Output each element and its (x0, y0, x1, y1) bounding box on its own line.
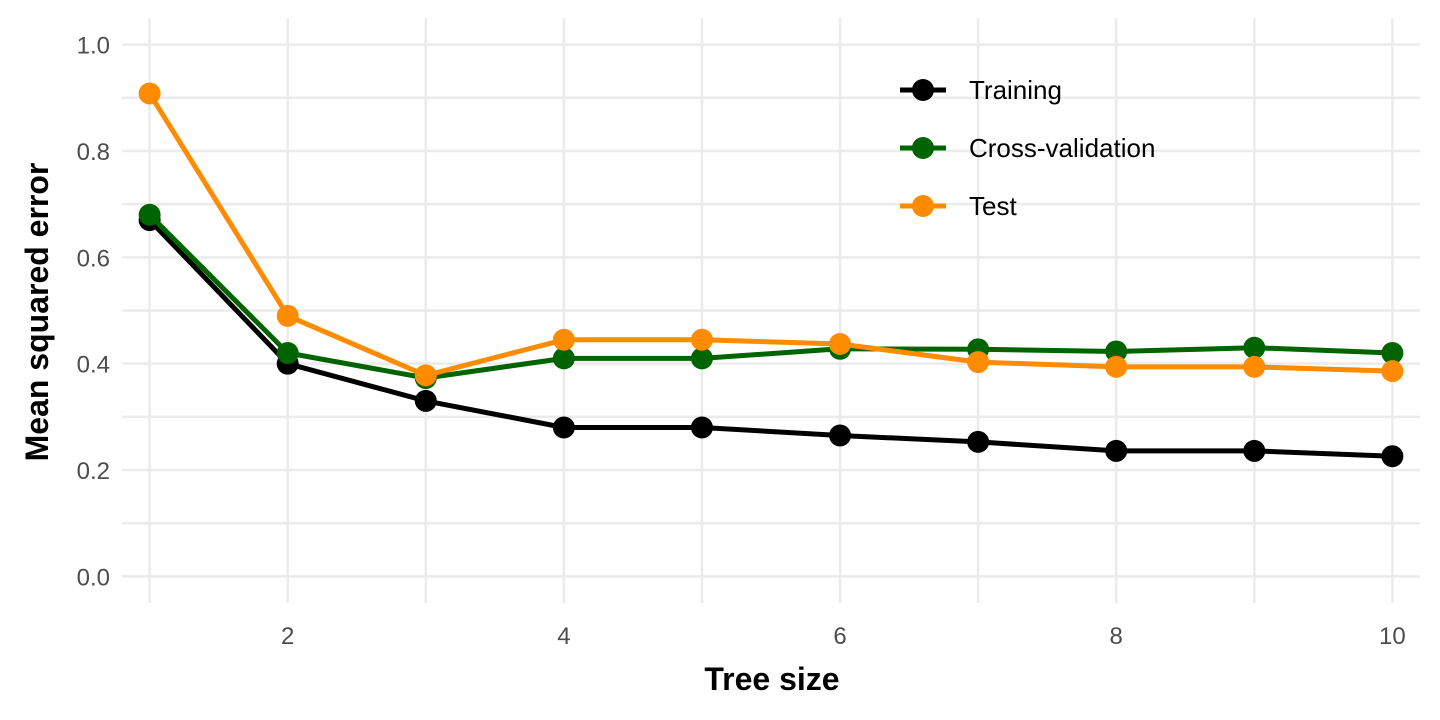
minor-gridlines (122, 18, 1420, 603)
y-axis-title: Mean squared error (19, 163, 55, 462)
legend-item-training: Training (900, 75, 1062, 105)
data-point-cross-validation (138, 203, 161, 226)
data-point-test (276, 304, 299, 327)
y-tick-label: 0.6 (77, 245, 110, 272)
series-training (138, 209, 1404, 468)
data-point-training (829, 424, 852, 447)
data-point-training (1243, 439, 1266, 462)
data-point-training (967, 430, 990, 453)
data-point-cross-validation (1105, 340, 1128, 363)
y-tick-label: 1.0 (77, 33, 110, 60)
y-tick-label: 0.4 (77, 352, 110, 379)
x-axis-tick-labels: 2 4 6 8 10 (281, 623, 1406, 650)
y-tick-label: 0.0 (77, 564, 110, 591)
data-point-test (967, 351, 990, 374)
data-point-cross-validation (690, 347, 713, 370)
legend-key-marker (912, 195, 934, 217)
x-tick-label: 6 (833, 623, 846, 650)
data-point-cross-validation (1243, 336, 1266, 359)
legend-label: Cross-validation (969, 133, 1155, 163)
x-tick-label: 10 (1379, 623, 1406, 650)
data-point-test (1105, 355, 1128, 378)
series-line-test (147, 91, 1395, 378)
x-tick-label: 2 (281, 623, 294, 650)
x-tick-label: 4 (557, 623, 570, 650)
data-point-test (1381, 360, 1404, 383)
y-tick-label: 0.2 (77, 458, 110, 485)
y-axis-tick-labels: 0.0 0.2 0.4 0.6 0.8 1.0 (77, 33, 110, 592)
y-tick-label: 0.8 (77, 139, 110, 166)
data-point-training (552, 416, 575, 439)
data-point-cross-validation (1381, 342, 1404, 365)
x-tick-label: 8 (1110, 623, 1123, 650)
legend: Training Cross-validation Test (900, 75, 1155, 221)
legend-key-marker (912, 79, 934, 101)
data-point-training (690, 416, 713, 439)
series-test (138, 82, 1404, 387)
data-point-cross-validation (276, 342, 299, 365)
legend-label: Training (969, 75, 1062, 105)
data-point-test (1243, 355, 1266, 378)
data-point-training (414, 389, 437, 412)
data-point-training (1105, 439, 1128, 462)
x-axis-title: Tree size (704, 661, 839, 697)
data-point-test (414, 364, 437, 387)
data-point-cross-validation (552, 347, 575, 370)
major-gridlines (122, 18, 1420, 603)
series-line-training (147, 217, 1395, 459)
data-point-test (552, 328, 575, 351)
series-line-cross-validation (147, 212, 1395, 381)
series-cross-validation (138, 203, 1404, 390)
series-layer (138, 82, 1404, 468)
legend-key-marker (912, 137, 934, 159)
legend-label: Test (969, 191, 1017, 221)
legend-item-cross-validation: Cross-validation (900, 133, 1155, 163)
data-point-test (829, 333, 852, 356)
data-point-training (1381, 445, 1404, 468)
data-point-test (690, 328, 713, 351)
data-point-test (138, 82, 161, 105)
legend-item-test: Test (900, 191, 1017, 221)
